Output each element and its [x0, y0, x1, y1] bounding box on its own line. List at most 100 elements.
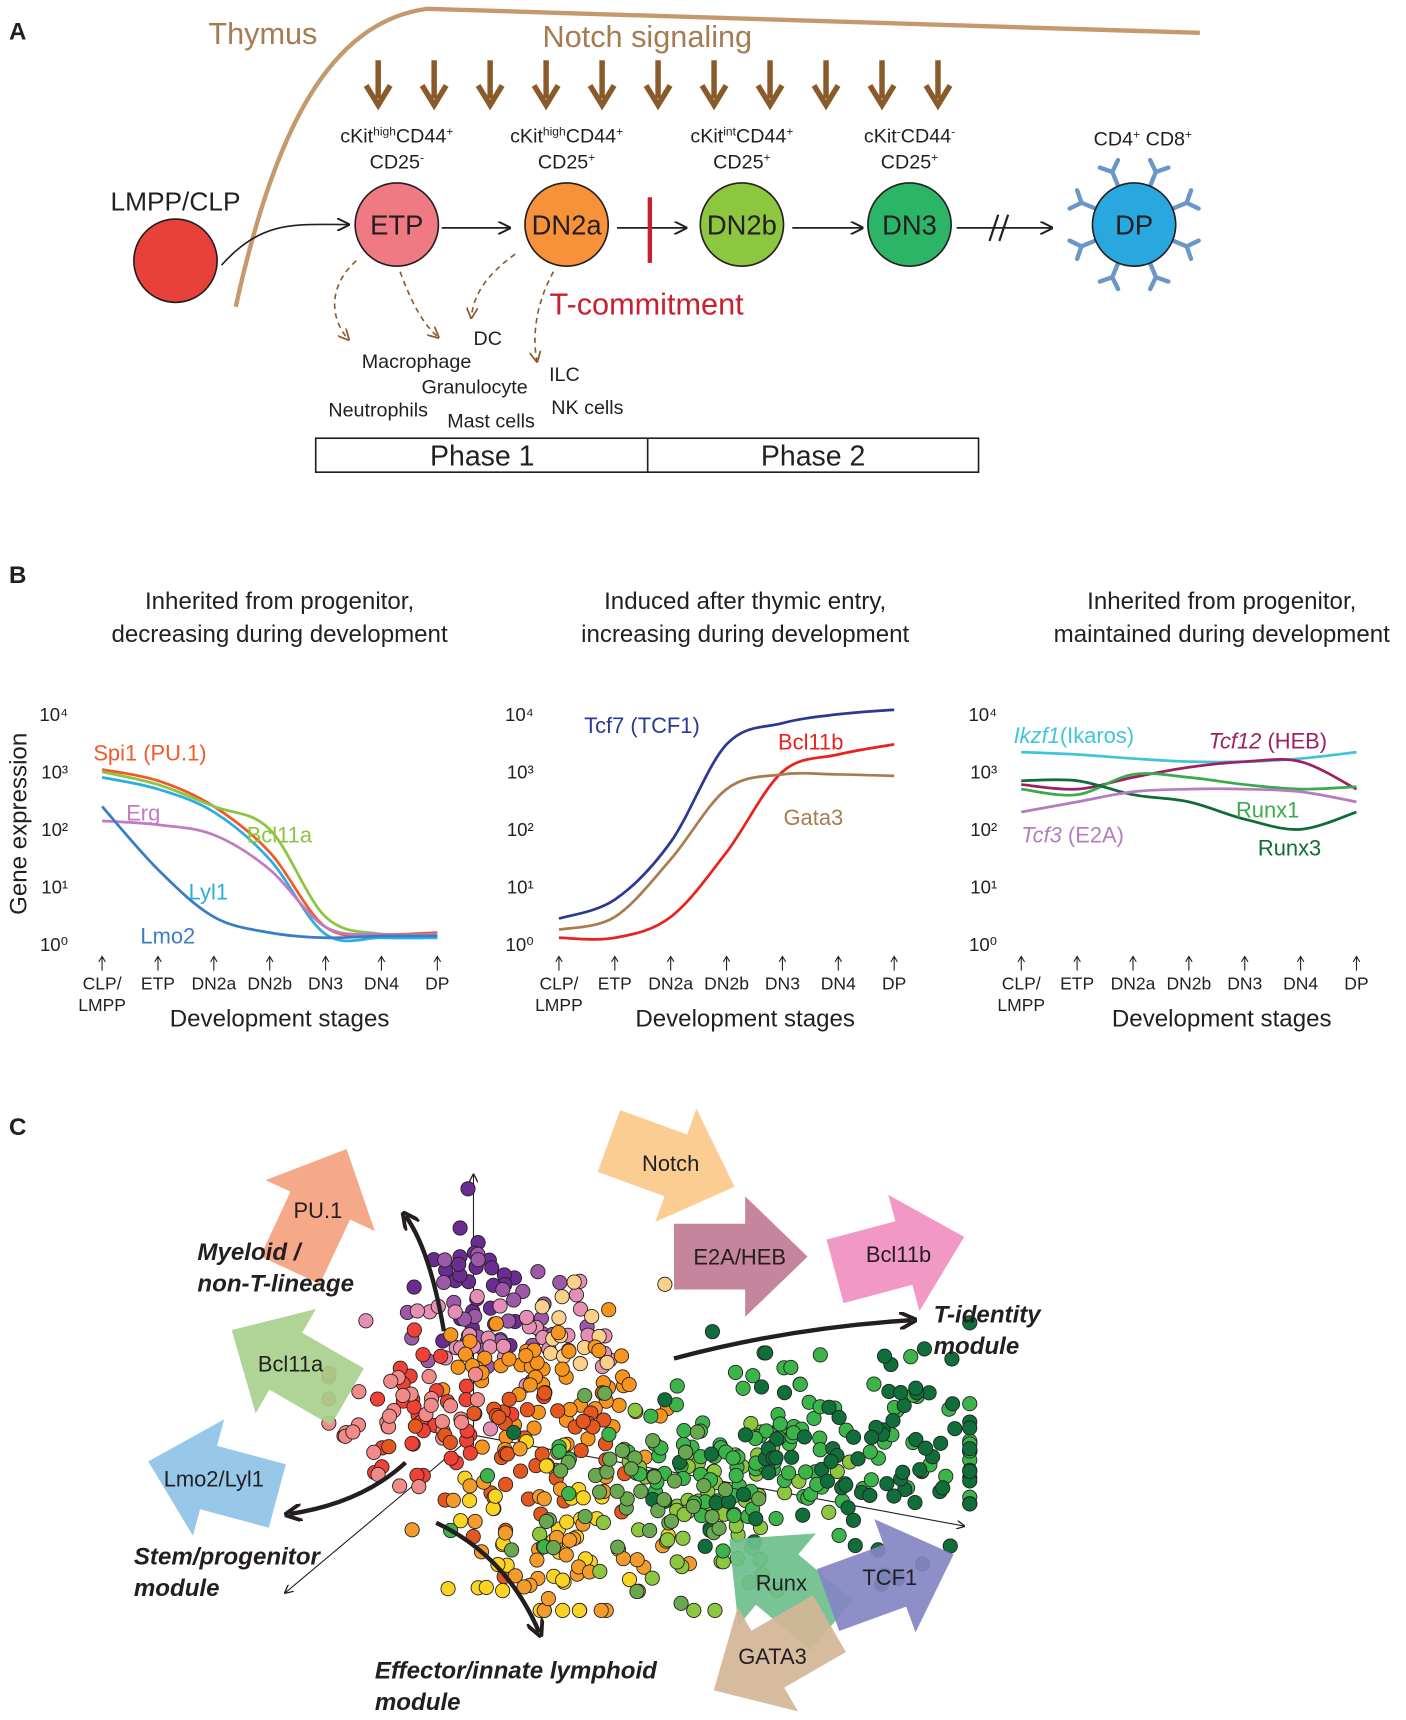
y-tick-label: 10² — [970, 819, 997, 840]
cell-dot — [748, 1511, 764, 1527]
cell-dot — [488, 1316, 504, 1332]
x-tick-label: ETP — [141, 973, 175, 993]
cell — [524, 182, 610, 268]
cell-dot — [506, 1292, 522, 1308]
module-label: module — [934, 1333, 1020, 1360]
factor-label: Lmo2/Lyl1 — [164, 1467, 264, 1492]
expression-curve — [101, 770, 438, 940]
cell-dot — [728, 1467, 744, 1484]
cell-dot — [862, 1487, 878, 1503]
cell-dot — [562, 1532, 578, 1548]
receptor — [1170, 188, 1201, 211]
module-label: Stem/progenitor — [134, 1543, 322, 1570]
chart-title: Inherited from progenitor, — [1087, 588, 1356, 615]
chart-title: increasing during development — [581, 621, 909, 648]
cell-dot — [518, 1348, 534, 1364]
cell-dot — [409, 1303, 425, 1319]
factor-arrow — [713, 1595, 846, 1712]
expression-curve — [102, 819, 438, 937]
x-tick-label: DP — [425, 973, 449, 993]
cell-dot — [678, 1444, 694, 1460]
expression-curve — [1021, 750, 1357, 764]
cell-dot — [522, 1377, 538, 1393]
thymus-boundary — [233, 6, 1200, 308]
y-tick-label: 10² — [41, 819, 68, 840]
cell-dot — [599, 1354, 615, 1371]
y-tick-label: 10³ — [41, 761, 68, 782]
x-tick-arrow — [834, 955, 843, 971]
cell-dot — [462, 1478, 478, 1494]
cell-dot — [685, 1498, 701, 1515]
cell-label: ETP — [370, 209, 423, 240]
cell — [354, 182, 440, 268]
cell-dot — [768, 1510, 784, 1527]
cell-dot — [415, 1347, 431, 1363]
marker-part: CD25 — [881, 152, 931, 174]
cell-dot — [554, 1289, 570, 1305]
marker-part: cKit — [510, 125, 543, 147]
cell-dot — [886, 1488, 902, 1504]
module-label: module — [375, 1689, 461, 1716]
module-arrow — [435, 1520, 539, 1633]
series-label: Bcl11b — [778, 729, 843, 754]
x-tick-arrow — [377, 955, 386, 971]
cell-dot — [592, 1484, 608, 1500]
cell-dot — [474, 1439, 490, 1455]
x-tick-arrow — [555, 955, 563, 971]
x-tick-arrow — [1296, 955, 1305, 971]
cell-dot — [704, 1509, 720, 1525]
cell-dot — [660, 1532, 676, 1548]
x-tick-label: DN2b — [704, 973, 749, 993]
cell-dot — [611, 1397, 627, 1413]
cell-dot — [462, 1445, 478, 1461]
cell-dot — [538, 1513, 554, 1529]
cell-dot — [577, 1387, 593, 1404]
x-tick-label: DN2a — [191, 973, 236, 993]
cell-dot — [442, 1398, 459, 1414]
x-tick-label: DN2a — [648, 973, 693, 993]
marker-text: cKit-CD44- — [864, 124, 955, 147]
expression-curve — [1021, 758, 1358, 791]
marker-part: CD44 — [396, 125, 446, 147]
expression-curve — [101, 768, 438, 937]
series-label: Bcl11a — [247, 822, 313, 847]
lineage-label: DC — [473, 328, 501, 350]
cell-dot — [552, 1274, 568, 1291]
cell-dot — [540, 1591, 556, 1607]
expression-curve — [558, 708, 895, 920]
series-label: Tcf3 (E2A) — [1021, 822, 1124, 847]
series-label: Gata3 — [784, 805, 844, 830]
factor-label: E2A/HEB — [693, 1244, 786, 1269]
x-tick-label: DN4 — [364, 973, 399, 993]
cell-dot — [675, 1530, 691, 1546]
cell-dot — [768, 1450, 784, 1466]
notch-arrow-head — [811, 84, 841, 111]
cell-dot — [663, 1513, 680, 1529]
cell-dot — [467, 1513, 483, 1530]
cell-label: DN3 — [882, 209, 937, 240]
cell-dot — [559, 1514, 575, 1530]
cell-dot — [381, 1439, 397, 1455]
cell-dot — [866, 1376, 882, 1392]
marker-text: cKithighCD44+ — [510, 124, 623, 147]
x-tick-label: ETP — [1060, 973, 1094, 993]
marker-text: CD25+ — [538, 151, 595, 174]
x-tick-arrow — [1352, 955, 1361, 971]
lineage-label: NK cells — [551, 397, 623, 419]
cell-dot — [487, 1488, 503, 1504]
cell-dot — [445, 1492, 461, 1508]
cell-dot — [550, 1403, 566, 1419]
commitment-label: T-commitment — [549, 287, 744, 321]
cell-dot — [850, 1451, 866, 1467]
cell-dot — [504, 1542, 520, 1558]
series-label: Erg — [126, 801, 160, 826]
lineage-label: Mast cells — [447, 410, 535, 432]
cell-dot — [935, 1480, 951, 1496]
series-label: Tcf7 (TCF1) — [584, 713, 700, 738]
cell-dot — [907, 1494, 923, 1511]
cell-dot — [812, 1347, 828, 1363]
cell-dot — [812, 1442, 828, 1458]
cell-dot — [536, 1491, 552, 1507]
cell-dot — [561, 1486, 577, 1502]
marker-part: CD44 — [736, 125, 786, 147]
